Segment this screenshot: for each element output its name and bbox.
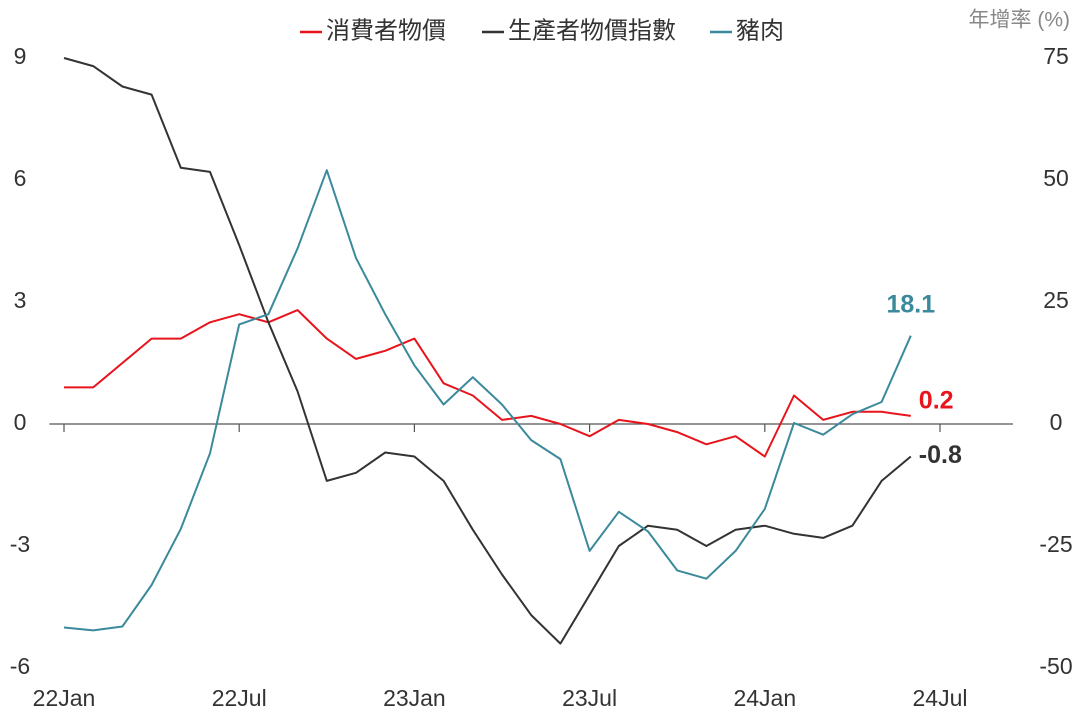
y2-tick-label: -50 <box>1039 653 1072 679</box>
y-tick-label: -3 <box>10 531 30 557</box>
y2-tick-label: 0 <box>1050 409 1063 435</box>
legend-label: 豬肉 <box>736 17 784 44</box>
legend-label: 生產者物價指數 <box>508 17 676 44</box>
legend-label: 消費者物價 <box>326 17 446 44</box>
y2-axis-label: 年增率 (%) <box>969 9 1071 32</box>
y-tick-label: 6 <box>14 165 27 191</box>
y2-tick-label: 25 <box>1043 287 1069 313</box>
y2-tick-label: 75 <box>1043 43 1069 69</box>
data-label: 0.2 <box>919 386 954 414</box>
x-tick-label: 24Jan <box>733 685 796 711</box>
y2-tick-label: 50 <box>1043 165 1069 191</box>
y-tick-label: 0 <box>14 409 27 435</box>
series-line <box>63 57 912 645</box>
series-line <box>63 169 912 632</box>
x-tick-label: 24Jul <box>913 685 968 711</box>
y2-tick-label: -25 <box>1039 531 1072 557</box>
x-tick-label: 23Jan <box>383 685 446 711</box>
data-label: 18.1 <box>886 290 935 318</box>
y-tick-label: -6 <box>10 653 30 679</box>
data-label: -0.8 <box>919 441 962 469</box>
x-tick-label: 22Jan <box>33 685 96 711</box>
x-tick-label: 22Jul <box>212 685 267 711</box>
x-tick-label: 23Jul <box>562 685 617 711</box>
series-line <box>64 309 911 458</box>
y-tick-label: 3 <box>14 287 27 313</box>
y-tick-label: 9 <box>14 43 27 69</box>
